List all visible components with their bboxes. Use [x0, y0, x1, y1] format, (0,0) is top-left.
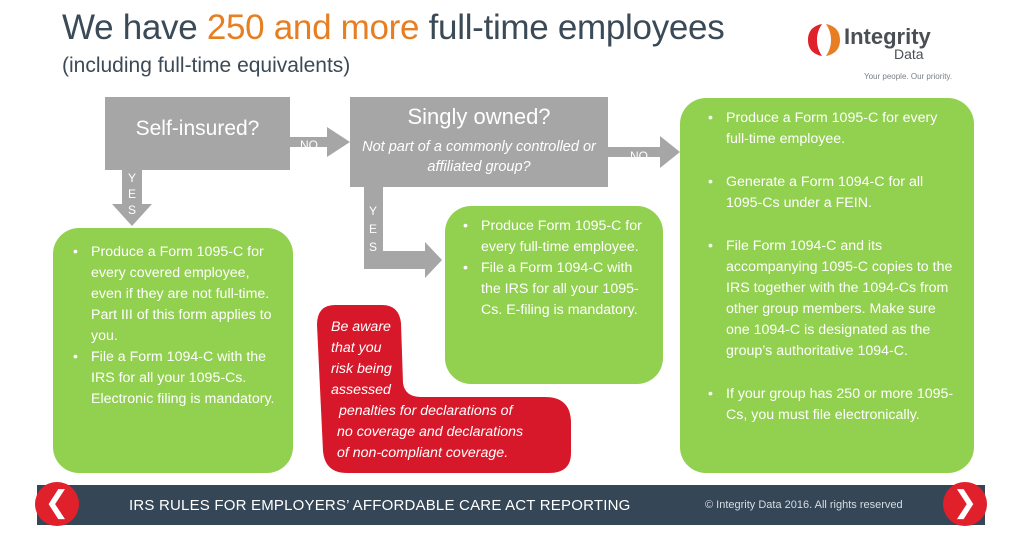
list-item: If your group has 250 or more 1095-Cs, y… — [708, 384, 958, 426]
chevron-right-icon: ❯ — [952, 486, 978, 519]
result-list-singly-owned: Produce Form 1095-C for every full-time … — [459, 216, 651, 321]
question-self-insured: Self-insured? — [105, 97, 290, 170]
yes-label-1-y: Y — [128, 171, 137, 185]
logo-tagline: Your people. Our priority. — [864, 72, 953, 81]
warning-shape — [317, 305, 571, 473]
footer-copyright: © Integrity Data 2016. All rights reserv… — [705, 499, 903, 511]
arrow-no-1 — [290, 127, 350, 157]
list-item: File Form 1094-C and its accompanying 10… — [708, 236, 958, 362]
result-box-self-insured: Produce a Form 1095-C for every covered … — [53, 228, 293, 473]
list-item: Generate a Form 1094-C for all 1095-Cs u… — [708, 172, 958, 214]
page-subtitle: (including full-time equivalents) — [62, 54, 351, 77]
next-slide-button[interactable]: ❯ — [943, 482, 987, 526]
logo-submark: Data — [894, 46, 924, 62]
prev-slide-button[interactable]: ❮ — [35, 482, 79, 526]
warning-line: risk being — [331, 361, 392, 377]
question-singly-owned-subtext: Not part of a commonly controlled or aff… — [362, 139, 596, 175]
warning-line: of non-compliant coverage. — [337, 445, 509, 461]
logo-wordmark: Integrity — [844, 24, 931, 49]
no-label-1: NO — [300, 138, 318, 152]
question-self-insured-text: Self-insured? — [135, 117, 260, 140]
warning-line: penalties for declarations of — [339, 403, 513, 419]
list-item: Produce Form 1095-C for every full-time … — [463, 216, 651, 258]
footer-title: IRS RULES FOR EMPLOYERS’ AFFORDABLE CARE… — [129, 497, 631, 514]
warning-line: Be aware — [331, 319, 391, 335]
yes-label-2-y: Y — [369, 204, 378, 218]
question-singly-owned: Singly owned? Not part of a commonly con… — [350, 97, 608, 187]
arrow-no-2 — [608, 136, 680, 168]
penalty-warning: Be aware that you risk being assessed pe… — [317, 305, 571, 473]
yes-label-2-s: S — [369, 240, 378, 254]
warning-line: no coverage and declarations — [337, 424, 524, 440]
result-box-singly-owned: Produce Form 1095-C for every full-time … — [445, 206, 663, 384]
title-prefix: We have — [62, 8, 207, 47]
list-item: File a Form 1094-C with the IRS for all … — [463, 258, 651, 321]
result-box-group: Produce a Form 1095-C for every full-tim… — [680, 98, 974, 473]
chevron-left-icon: ❮ — [44, 486, 70, 519]
title-highlight: 250 and more — [206, 8, 420, 47]
result-list-self-insured: Produce a Form 1095-C for every covered … — [69, 242, 281, 410]
yes-label-1-s: S — [128, 203, 137, 217]
arrow-yes-2 — [364, 187, 442, 278]
arrow-yes-1 — [112, 170, 152, 226]
list-item: Produce a Form 1095-C for every covered … — [73, 242, 281, 347]
page-title: We have 250 and more full-time employees — [62, 8, 725, 48]
yes-label-2-e: E — [369, 222, 378, 236]
integrity-data-logo: Integrity Data Your people. Our priority… — [806, 18, 966, 88]
no-label-2: NO — [630, 149, 648, 163]
question-singly-owned-title: Singly owned? — [407, 104, 551, 129]
footer-bar: ❮ IRS RULES FOR EMPLOYERS’ AFFORDABLE CA… — [35, 482, 987, 526]
warning-line: that you — [331, 340, 382, 356]
yes-label-1-e: E — [128, 187, 137, 201]
title-suffix: full-time employees — [419, 8, 725, 47]
result-list-group: Produce a Form 1095-C for every full-tim… — [704, 108, 958, 426]
list-item: Produce a Form 1095-C for every full-tim… — [708, 108, 958, 150]
warning-line: assessed — [331, 382, 391, 398]
list-item: File a Form 1094-C with the IRS for all … — [73, 347, 281, 410]
logo-mark-icon — [808, 24, 840, 56]
